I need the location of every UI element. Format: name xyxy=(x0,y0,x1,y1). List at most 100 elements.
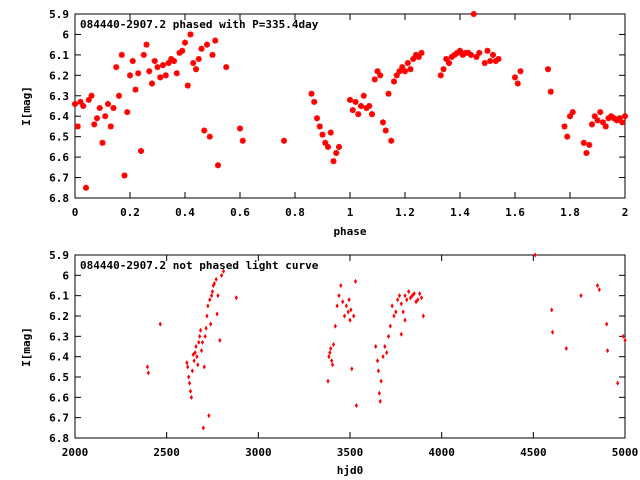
data-point xyxy=(204,41,210,48)
data-point xyxy=(188,388,193,394)
data-point xyxy=(583,150,590,157)
data-point xyxy=(91,121,98,128)
data-point xyxy=(94,115,100,122)
data-point xyxy=(333,323,337,329)
data-point xyxy=(171,58,177,65)
data-point xyxy=(220,272,224,278)
data-point xyxy=(113,64,120,71)
data-point xyxy=(146,68,153,75)
data-point xyxy=(330,358,334,364)
chart-bottom: 5.9 6 6.1 6.2 6.3 6.4 6.5 6.6 6.7 6.8 2000 2500 300… xyxy=(20,249,638,477)
y-tick-label: 6.7 xyxy=(49,172,69,185)
data-point xyxy=(569,109,576,116)
data-point xyxy=(72,100,78,107)
data-point xyxy=(407,289,411,295)
data-point xyxy=(203,333,207,339)
data-point xyxy=(402,68,408,75)
data-point xyxy=(547,88,554,95)
data-point xyxy=(157,74,164,81)
x-ticks-bottom: 2000 2500 3000 3500 4000 4500 5000 xyxy=(62,255,638,459)
data-point xyxy=(385,90,392,97)
y-tick-label: 5.9 xyxy=(49,249,69,262)
data-point xyxy=(179,47,186,54)
data-point xyxy=(116,92,122,99)
data-point xyxy=(622,113,628,120)
data-point xyxy=(209,293,214,299)
data-point xyxy=(143,41,150,48)
y-tick-label: 6.2 xyxy=(49,69,69,82)
x-tick-label: 3500 xyxy=(337,446,364,459)
data-point xyxy=(198,333,202,339)
data-point xyxy=(239,137,246,144)
data-point xyxy=(207,413,211,419)
data-point xyxy=(550,329,555,335)
y-axis-label-bottom: I[mag] xyxy=(20,327,33,367)
data-point xyxy=(377,72,384,79)
x-tick-label: 0.2 xyxy=(120,206,140,219)
y-tick-label: 6.1 xyxy=(49,49,69,62)
data-point xyxy=(209,51,216,58)
data-point xyxy=(102,113,109,120)
data-point xyxy=(329,346,333,352)
data-point xyxy=(376,368,381,374)
data-point xyxy=(187,31,194,38)
data-point xyxy=(205,313,209,319)
data-point xyxy=(354,402,359,408)
x-tick-label: 0.4 xyxy=(175,206,195,219)
data-point xyxy=(331,341,336,347)
plot-frame-bottom xyxy=(74,254,626,439)
data-point xyxy=(415,53,422,60)
x-tick-label: 1.8 xyxy=(560,206,580,219)
data-point xyxy=(388,137,395,144)
data-point xyxy=(383,344,387,349)
data-point xyxy=(330,362,335,368)
data-point xyxy=(512,74,518,81)
data-point xyxy=(371,76,378,83)
data-point xyxy=(375,358,380,364)
data-point xyxy=(586,141,593,148)
x-axis-label-bottom: hjd0 xyxy=(337,464,364,477)
data-point xyxy=(322,139,329,146)
data-point xyxy=(208,297,212,303)
data-point xyxy=(204,325,208,331)
data-point xyxy=(281,137,287,144)
data-point xyxy=(342,313,347,319)
data-point xyxy=(85,96,92,103)
data-point xyxy=(533,252,537,258)
y-tick-label: 6.2 xyxy=(49,310,69,323)
data-point xyxy=(495,55,502,62)
data-point xyxy=(517,68,524,75)
x-ticks-top: 0 0.2 0.4 0.6 0.8 1 1.2 1.4 1.6 1.8 2 xyxy=(72,14,628,219)
data-point xyxy=(184,82,191,89)
x-axis-label-top: phase xyxy=(333,225,366,238)
y-tick-label: 5.9 xyxy=(49,8,69,21)
data-point xyxy=(201,425,205,431)
data-point xyxy=(392,313,396,319)
data-point xyxy=(349,307,353,313)
data-point xyxy=(200,339,205,345)
y-tick-label: 6.1 xyxy=(49,290,69,303)
data-point xyxy=(209,321,213,327)
data-point xyxy=(621,333,625,339)
data-point xyxy=(201,127,208,134)
data-point xyxy=(198,327,203,333)
data-point xyxy=(129,58,136,65)
points-bottom xyxy=(145,252,627,431)
data-point xyxy=(135,70,142,77)
data-point xyxy=(514,80,521,87)
data-point xyxy=(105,100,111,107)
data-point xyxy=(140,51,147,58)
data-point xyxy=(605,348,610,354)
y-tick-label: 6.3 xyxy=(49,330,69,343)
data-point xyxy=(165,60,172,67)
data-point xyxy=(616,380,620,386)
data-point xyxy=(564,133,571,140)
x-tick-label: 1.4 xyxy=(450,206,470,219)
data-point xyxy=(393,72,400,79)
data-point xyxy=(403,317,407,323)
data-point xyxy=(206,133,213,140)
data-point xyxy=(397,293,402,299)
y-tick-label: 6.7 xyxy=(49,412,69,425)
data-point xyxy=(386,333,391,339)
data-point xyxy=(347,96,353,103)
